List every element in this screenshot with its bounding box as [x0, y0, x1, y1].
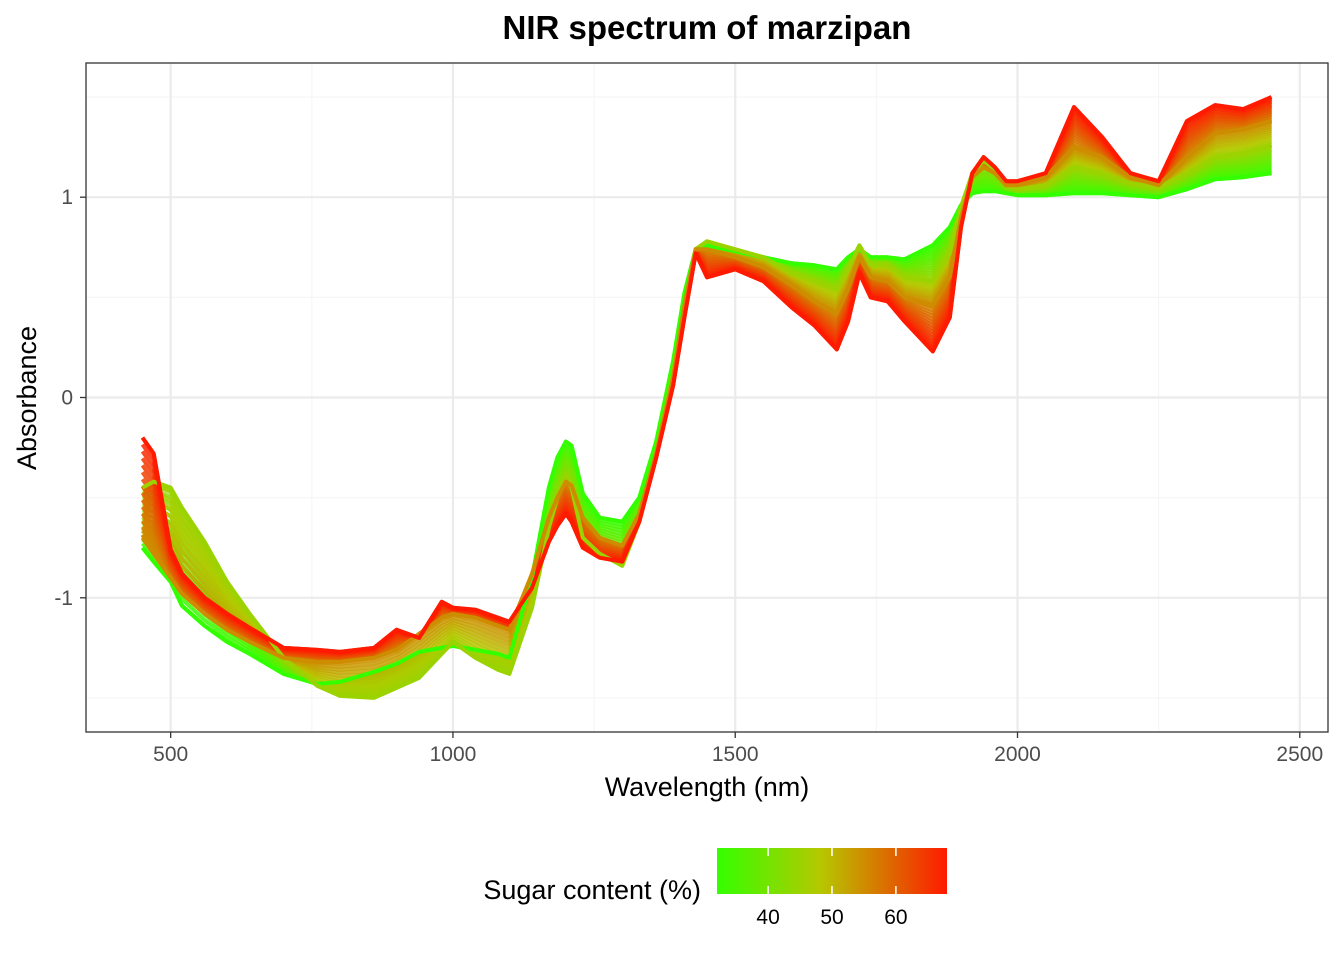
legend-tick-label: 50	[820, 906, 843, 929]
legend-tick-label: 60	[884, 906, 907, 929]
x-axis-ticks: 500 1000 1500 2000 2500	[153, 732, 1323, 766]
series-layer	[140, 95, 1273, 700]
legend-ticks: 40 50 60	[756, 848, 908, 929]
x-axis-title: Wavelength (nm)	[605, 772, 810, 802]
spectrum-line	[140, 119, 1273, 664]
x-tick-label: 1500	[712, 743, 759, 766]
y-tick-label: 1	[61, 186, 73, 209]
legend-title: Sugar content (%)	[483, 875, 701, 905]
x-tick-label: 2000	[994, 743, 1041, 766]
y-axis-title: Absorbance	[12, 326, 42, 470]
chart-title: NIR spectrum of marzipan	[503, 9, 912, 46]
plot-panel	[85, 62, 1329, 733]
legend: Sugar content (%) 40 50 60	[483, 848, 947, 929]
x-tick-label: 1000	[430, 743, 477, 766]
x-tick-label: 500	[153, 743, 188, 766]
spectrum-line	[140, 95, 1273, 654]
y-tick-label: 0	[61, 387, 73, 410]
x-tick-label: 2500	[1276, 743, 1323, 766]
spectrum-line	[140, 171, 1272, 686]
legend-tick-label: 40	[756, 906, 779, 929]
y-axis-ticks: -1 0 1	[54, 186, 86, 610]
y-tick-label: -1	[54, 587, 73, 610]
